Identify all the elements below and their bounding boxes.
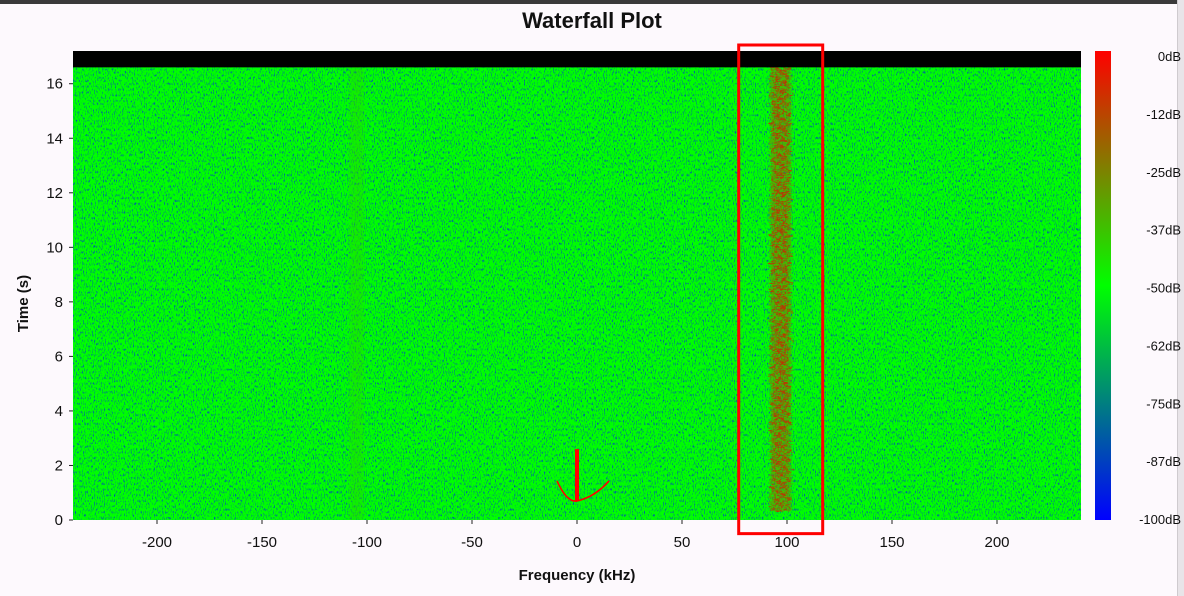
window-scrollbar[interactable] xyxy=(1177,0,1184,596)
waterfall-noise xyxy=(73,51,1081,520)
colorbar-tick-label: -25dB xyxy=(1146,165,1181,180)
x-axis-label: Frequency (kHz) xyxy=(519,567,636,584)
signal-trace xyxy=(768,66,794,513)
highlight-box xyxy=(737,43,825,536)
window-top-edge xyxy=(0,0,1184,4)
x-tick-label: -50 xyxy=(461,534,483,551)
colorbar-tick-label: -75dB xyxy=(1146,396,1181,411)
colorbar-tick-label: -87dB xyxy=(1146,454,1181,469)
signal-trace xyxy=(349,66,364,520)
x-tick-label: 200 xyxy=(984,534,1009,551)
y-tick-label: 6 xyxy=(55,348,63,365)
colorbar-tick-label: -37dB xyxy=(1146,223,1181,238)
y-tick-label: 2 xyxy=(55,457,63,474)
plot-area xyxy=(73,51,1081,520)
y-tick-label: 16 xyxy=(46,76,63,93)
colorbar-tick-label: -100dB xyxy=(1139,512,1181,527)
x-tick-label: -200 xyxy=(142,534,172,551)
colorbar-tick-label: 0dB xyxy=(1158,49,1181,64)
chart-title: Waterfall Plot xyxy=(522,8,662,33)
y-axis: 0 2 4 6 8 10 12 14 16 xyxy=(46,76,73,529)
x-tick-label: -100 xyxy=(352,534,382,551)
x-tick-label: -150 xyxy=(247,534,277,551)
y-tick-label: 0 xyxy=(55,512,63,529)
colorbar-tick-label: -12dB xyxy=(1146,107,1181,122)
y-tick-label: 14 xyxy=(46,130,63,147)
colorbar-tick-label: -62dB xyxy=(1146,338,1181,353)
annotations xyxy=(556,43,825,536)
y-tick-label: 4 xyxy=(55,403,63,420)
x-tick-label: 50 xyxy=(674,534,691,551)
x-tick-label: 100 xyxy=(774,534,799,551)
colorbar-labels: 0dB -12dB -25dB -37dB -50dB -62dB -75dB -87dB -1… xyxy=(1139,49,1181,527)
no-data-band xyxy=(73,51,1081,68)
y-tick-label: 12 xyxy=(46,185,63,202)
y-tick-label: 10 xyxy=(46,239,63,256)
y-tick-label: 8 xyxy=(55,294,63,311)
x-tick-label: 0 xyxy=(573,534,581,551)
arrow-down-icon xyxy=(556,449,610,502)
colorbar xyxy=(1095,51,1111,520)
x-tick-label: 150 xyxy=(879,534,904,551)
y-axis-label: Time (s) xyxy=(15,275,32,332)
x-axis: -200 -150 -100 -50 0 50 100 150 200 xyxy=(142,520,1010,551)
colorbar-tick-label: -50dB xyxy=(1146,281,1181,296)
